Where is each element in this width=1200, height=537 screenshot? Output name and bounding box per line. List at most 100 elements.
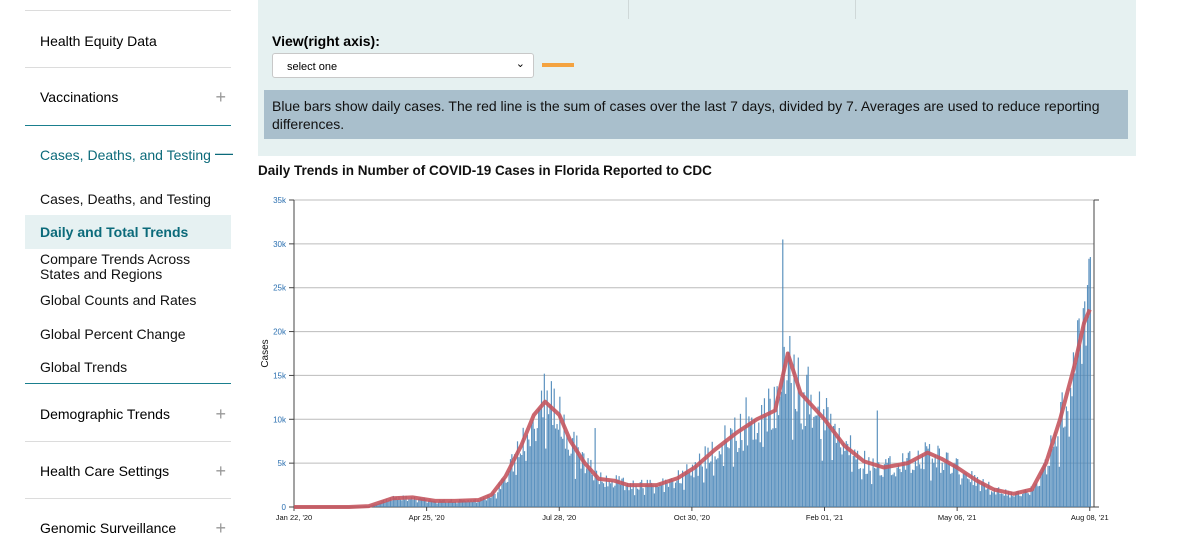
plus-icon[interactable]: +	[215, 87, 226, 107]
daily-case-bar	[566, 435, 568, 507]
daily-case-bar	[562, 438, 564, 507]
daily-case-bar	[689, 472, 691, 507]
daily-cases-chart: 0 5k 10k 15k 20k 25k 30k 35k Cases Jan 22, '20 Apr…	[260, 196, 1109, 522]
daily-case-bar	[1050, 435, 1052, 507]
daily-case-bar	[518, 457, 520, 507]
daily-case-bar	[883, 464, 885, 507]
daily-case-bar	[643, 494, 646, 507]
daily-case-bar	[976, 476, 979, 507]
daily-case-bar	[961, 478, 963, 507]
daily-case-bar	[1067, 411, 1069, 507]
daily-case-bar	[645, 484, 647, 507]
daily-case-bar	[1043, 463, 1045, 507]
sidebar-item-demographic-trends[interactable]: Demographic Trends	[40, 406, 170, 422]
daily-case-bar	[1013, 496, 1015, 507]
daily-case-bar	[799, 391, 801, 507]
daily-case-bar	[484, 499, 486, 507]
daily-case-bar	[653, 493, 655, 507]
daily-case-bar	[591, 474, 593, 507]
sidebar-item-health-care-settings[interactable]: Health Care Settings	[40, 463, 170, 479]
daily-case-bar	[943, 470, 945, 507]
daily-case-bar	[533, 428, 536, 507]
daily-case-bar	[483, 497, 485, 507]
daily-case-bar	[380, 502, 382, 507]
daily-case-bar	[710, 461, 712, 507]
daily-case-bar	[528, 439, 530, 507]
x-tick-label: Oct 30, '20	[674, 513, 710, 522]
daily-case-bar	[394, 497, 396, 507]
daily-case-bar	[382, 499, 385, 507]
minus-icon[interactable]: —	[215, 143, 233, 163]
daily-case-bar	[652, 485, 654, 507]
daily-case-bar	[399, 499, 402, 507]
daily-case-bar	[1089, 257, 1091, 507]
daily-case-bar	[581, 452, 584, 507]
daily-case-bar	[470, 499, 472, 507]
daily-case-bar	[617, 479, 619, 507]
daily-case-bar	[761, 404, 763, 507]
sidebar-subitem-compare-trends[interactable]: Compare Trends Across	[40, 251, 191, 267]
daily-case-bar	[731, 429, 733, 507]
daily-case-bar	[951, 472, 953, 507]
daily-case-bar	[487, 494, 489, 507]
daily-case-bar	[756, 433, 758, 507]
panel-divider	[855, 0, 856, 19]
daily-case-bar	[610, 483, 612, 507]
daily-case-bar	[696, 465, 698, 507]
daily-case-bar	[793, 354, 795, 507]
daily-case-bar	[555, 428, 557, 507]
daily-case-bar	[931, 458, 933, 507]
sidebar-divider	[25, 441, 231, 442]
sidebar-item-cases-deaths-testing[interactable]: Cases, Deaths, and Testing	[40, 147, 211, 163]
daily-case-bar	[1065, 406, 1067, 507]
daily-case-bar	[444, 502, 447, 507]
sidebar-subitem-cases-deaths-testing[interactable]: Cases, Deaths, and Testing	[40, 191, 211, 207]
daily-case-bar	[564, 448, 567, 507]
plus-icon[interactable]: +	[215, 461, 226, 481]
sidebar-subitem-compare-trends-line2[interactable]: States and Regions	[40, 266, 163, 282]
sidebar-subitem-global-trends[interactable]: Global Trends	[40, 359, 128, 375]
sidebar-subitem-global-counts-rates[interactable]: Global Counts and Rates	[40, 292, 197, 308]
daily-case-bar	[389, 497, 392, 507]
sidebar-subitem-global-percent-change[interactable]: Global Percent Change	[40, 326, 186, 342]
daily-case-bar	[571, 438, 574, 507]
sidebar-subitem-daily-total-trends[interactable]: Daily and Total Trends	[40, 224, 189, 240]
daily-case-bar	[391, 500, 393, 507]
daily-case-bar	[707, 447, 709, 507]
daily-case-bar	[732, 466, 734, 507]
daily-case-bar	[1027, 493, 1029, 507]
daily-case-bar	[989, 494, 991, 507]
daily-case-bar	[471, 501, 473, 507]
daily-case-bar	[721, 444, 723, 507]
daily-case-bar	[1046, 474, 1048, 507]
plus-icon[interactable]: +	[215, 518, 226, 537]
daily-case-bar	[1047, 465, 1049, 507]
daily-case-bar	[377, 504, 379, 507]
daily-case-bar	[852, 456, 854, 507]
daily-case-bar	[927, 448, 929, 507]
daily-case-bar	[622, 477, 624, 507]
daily-case-bar	[895, 476, 897, 507]
sidebar-item-genomic-surveillance[interactable]: Genomic Surveillance	[40, 520, 177, 536]
daily-case-bar	[453, 501, 455, 507]
daily-case-bar	[642, 488, 644, 507]
daily-case-bar	[488, 497, 490, 507]
daily-case-bar	[540, 390, 543, 507]
daily-case-bar	[751, 417, 753, 507]
daily-case-bar	[896, 467, 898, 507]
chart-description-note: Blue bars show daily cases. The red line…	[264, 90, 1128, 139]
daily-case-bar	[543, 373, 545, 507]
daily-case-bar	[626, 482, 629, 507]
daily-case-bar	[708, 462, 711, 507]
daily-case-bar	[1026, 491, 1028, 507]
sidebar-item-vaccinations[interactable]: Vaccinations	[40, 89, 119, 105]
daily-case-bar	[398, 496, 400, 507]
y-tick-label: 20k	[273, 328, 287, 337]
daily-case-bar	[512, 471, 514, 507]
daily-case-bar	[845, 441, 847, 507]
plus-icon[interactable]: +	[215, 404, 226, 424]
view-right-axis-select[interactable]: select one ⌄	[272, 53, 534, 78]
daily-case-bar	[814, 415, 816, 507]
sidebar-item-health-equity-data[interactable]: Health Equity Data	[40, 33, 157, 49]
daily-case-bar	[494, 493, 496, 507]
